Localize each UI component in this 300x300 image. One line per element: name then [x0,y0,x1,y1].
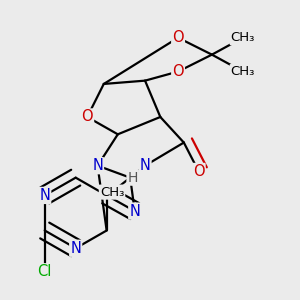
Text: CH₃: CH₃ [231,31,255,44]
Text: H: H [128,171,138,185]
Text: O: O [81,110,93,124]
Text: CH₃: CH₃ [231,65,255,78]
Text: N: N [140,158,151,173]
Text: N: N [70,241,81,256]
Text: CH₃: CH₃ [100,186,124,199]
Text: Cl: Cl [38,264,52,279]
Text: O: O [172,64,184,79]
Text: O: O [172,30,184,45]
Text: O: O [193,164,205,179]
Text: N: N [39,188,50,203]
Text: N: N [129,204,140,219]
Text: N: N [92,158,103,173]
